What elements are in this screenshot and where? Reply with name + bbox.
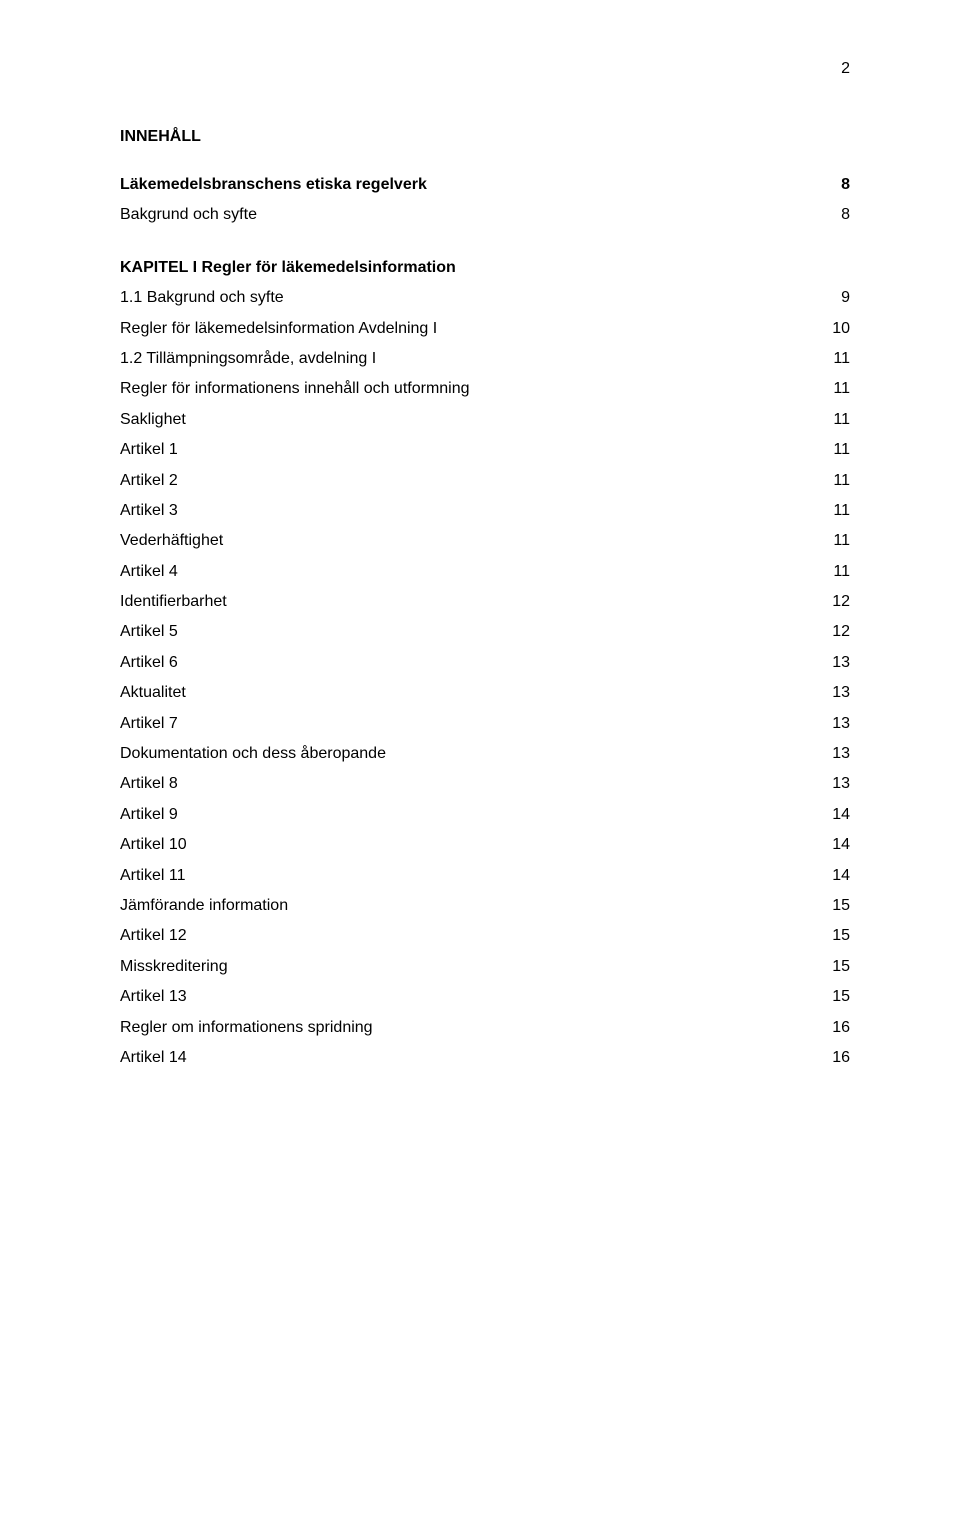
toc-entry-page: 11 [820,557,850,587]
toc-entry-page: 8 [820,170,850,200]
toc-row: Läkemedelsbranschens etiska regelverk8 [120,170,850,200]
toc-entry-page: 13 [820,709,850,739]
toc-entry-page: 14 [820,800,850,830]
toc-row: Artikel 613 [120,648,850,678]
toc-entry-page: 11 [820,526,850,556]
toc-entry-label: Identifierbarhet [120,587,820,617]
toc-entry-label: Artikel 10 [120,830,820,860]
toc-row: Vederhäftighet11 [120,526,850,556]
toc-entry-page: 16 [820,1013,850,1043]
toc-entry-label: 1.2 Tillämpningsområde, avdelning I [120,344,820,374]
toc-row: Artikel 1114 [120,861,850,891]
toc-entry-page: 14 [820,861,850,891]
toc-row: Saklighet11 [120,405,850,435]
toc-entry-label: Vederhäftighet [120,526,820,556]
toc-entry-page: 14 [820,830,850,860]
toc-entry-page: 9 [820,283,850,313]
toc-row: 1.2 Tillämpningsområde, avdelning I11 [120,344,850,374]
toc-entry-page: 13 [820,739,850,769]
toc-entry-page: 8 [820,200,850,230]
toc-entry-label: Artikel 2 [120,466,820,496]
toc-row: Artikel 111 [120,435,850,465]
toc-row: Regler om informationens spridning16 [120,1013,850,1043]
toc-entry-page: 13 [820,678,850,708]
toc-entry-label: Artikel 5 [120,617,820,647]
toc-row: Jämförande information15 [120,891,850,921]
toc-row: Misskreditering15 [120,952,850,982]
toc-entry-page: 13 [820,769,850,799]
toc-entry-label: Artikel 7 [120,709,820,739]
toc-entry-page: 13 [820,648,850,678]
toc-entry-label: Artikel 14 [120,1043,820,1073]
toc-entry-label: Jämförande information [120,891,820,921]
toc-row: Regler för läkemedelsinformation Avdelni… [120,314,850,344]
toc-entry-label: Artikel 3 [120,496,820,526]
toc-entry-label: KAPITEL I Regler för läkemedelsinformati… [120,253,820,283]
toc-row: Artikel 311 [120,496,850,526]
toc-row: Regler för informationens innehåll och u… [120,374,850,404]
toc-entry-page: 15 [820,952,850,982]
toc-row: Artikel 211 [120,466,850,496]
toc-row: Artikel 1215 [120,921,850,951]
toc-list: Läkemedelsbranschens etiska regelverk8Ba… [120,170,850,1073]
toc-entry-page: 15 [820,921,850,951]
toc-entry-page: 11 [820,435,850,465]
toc-entry-page: 12 [820,617,850,647]
toc-entry-label: Bakgrund och syfte [120,200,820,230]
toc-entry-page: 15 [820,982,850,1012]
toc-entry-label: Artikel 4 [120,557,820,587]
toc-entry-label: Saklighet [120,405,820,435]
toc-entry-label: Misskreditering [120,952,820,982]
toc-entry-page: 12 [820,587,850,617]
toc-entry-label: Artikel 9 [120,800,820,830]
toc-entry-label: Regler för informationens innehåll och u… [120,374,820,404]
toc-entry-label: Artikel 13 [120,982,820,1012]
toc-entry-page: 11 [820,344,850,374]
toc-entry-label: Dokumentation och dess åberopande [120,739,820,769]
toc-entry-label: Artikel 8 [120,769,820,799]
toc-row: Artikel 411 [120,557,850,587]
toc-entry-page: 11 [820,374,850,404]
toc-entry-page: 11 [820,496,850,526]
toc-row: Artikel 1315 [120,982,850,1012]
toc-row: Dokumentation och dess åberopande13 [120,739,850,769]
toc-row: KAPITEL I Regler för läkemedelsinformati… [120,253,850,283]
toc-row: 1.1 Bakgrund och syfte9 [120,283,850,313]
toc-entry-label: Artikel 12 [120,921,820,951]
toc-entry-page: 15 [820,891,850,921]
toc-entry-page: 16 [820,1043,850,1073]
toc-entry-label: Regler för läkemedelsinformation Avdelni… [120,314,820,344]
toc-entry-page: 11 [820,405,850,435]
toc-row: Identifierbarhet12 [120,587,850,617]
toc-entry-label: Artikel 1 [120,435,820,465]
toc-row: Artikel 1416 [120,1043,850,1073]
page-number: 2 [120,60,850,78]
toc-entry-page: 10 [820,314,850,344]
toc-row: Bakgrund och syfte8 [120,200,850,230]
toc-entry-label: 1.1 Bakgrund och syfte [120,283,820,313]
toc-title: INNEHÅLL [120,128,850,146]
toc-row: Artikel 512 [120,617,850,647]
toc-row: Artikel 713 [120,709,850,739]
toc-entry-label: Regler om informationens spridning [120,1013,820,1043]
toc-entry-page: 11 [820,466,850,496]
toc-row: Artikel 914 [120,800,850,830]
toc-entry-label: Aktualitet [120,678,820,708]
toc-row: Artikel 1014 [120,830,850,860]
toc-entry-label: Artikel 6 [120,648,820,678]
toc-row: Artikel 813 [120,769,850,799]
toc-entry-label: Läkemedelsbranschens etiska regelverk [120,170,820,200]
toc-entry-label: Artikel 11 [120,861,820,891]
toc-row: Aktualitet13 [120,678,850,708]
